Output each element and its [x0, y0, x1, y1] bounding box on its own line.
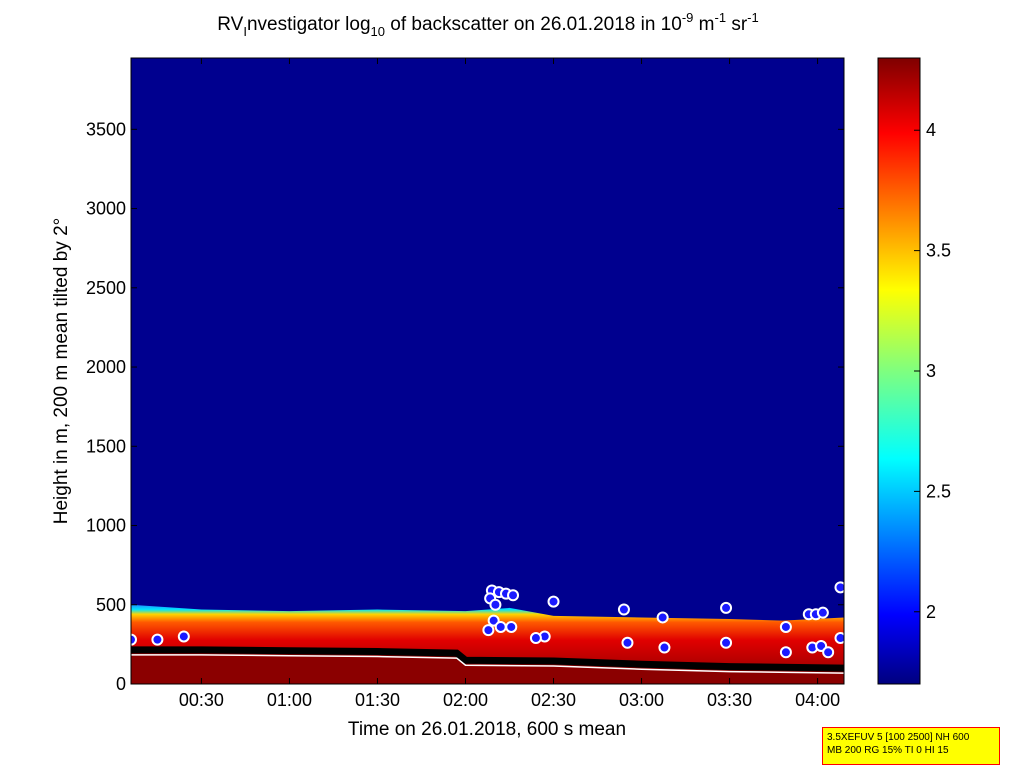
colorbar — [877, 57, 921, 685]
y-tick-label: 3500 — [86, 119, 126, 139]
cloud-marker — [507, 589, 520, 602]
x-tick-label: 03:30 — [707, 690, 752, 710]
cloud-marker — [816, 606, 829, 619]
cloud-marker — [529, 632, 542, 645]
cloud-marker — [658, 641, 671, 654]
cloud-marker — [720, 601, 733, 614]
colorbar-tick-label: 4 — [926, 120, 936, 140]
info-line-2: MB 200 RG 15% TI 0 HI 15 — [827, 745, 949, 756]
colorbar-tick-label: 3.5 — [926, 241, 951, 261]
y-tick-label: 3000 — [86, 199, 126, 219]
cloud-marker — [547, 595, 560, 608]
x-axis: 00:30 01:00 01:30 02:00 02:30 03:00 03:30 04:00 — [179, 58, 840, 710]
info-line-1: 3.5XEFUV 5 [100 2500] NH 600 — [827, 732, 970, 743]
cloud-marker — [834, 632, 844, 645]
plot-background — [131, 58, 844, 684]
cloud-marker — [834, 581, 844, 594]
x-tick-label: 02:00 — [443, 690, 488, 710]
cloud-marker — [489, 598, 502, 611]
cloud-marker — [177, 630, 190, 643]
surface-layer — [131, 649, 844, 684]
x-tick-label: 01:00 — [267, 690, 312, 710]
cloud-marker — [779, 646, 792, 659]
chart-title: RVInvestigator log10 of backscatter on 2… — [217, 10, 758, 39]
cloud-marker — [621, 636, 634, 649]
x-tick-label: 03:00 — [619, 690, 664, 710]
cloud-marker — [617, 603, 630, 616]
colorbar-tick-label: 3 — [926, 361, 936, 381]
mixed-layer-line — [131, 646, 844, 672]
x-tick-label: 00:30 — [179, 690, 224, 710]
cloud-marker — [494, 620, 507, 633]
cloud-marker — [482, 624, 495, 637]
cloud-markers — [131, 581, 844, 659]
cloud-marker — [779, 620, 792, 633]
cloud-marker — [720, 636, 733, 649]
cloud-marker — [822, 646, 835, 659]
colorbar-tick-label: 2 — [926, 602, 936, 622]
y-tick-label: 1500 — [86, 436, 126, 456]
plot-frame — [130, 57, 845, 685]
cloud-marker — [151, 633, 164, 646]
x-axis-label: Time on 26.01.2018, 600 s mean — [348, 719, 626, 740]
info-box: 3.5XEFUV 5 [100 2500] NH 600 MB 200 RG 1… — [822, 727, 1000, 765]
y-axis: 0 500 1000 1500 2000 2500 3000 3500 — [86, 119, 844, 694]
mixed-layer-edge — [131, 654, 844, 674]
x-tick-label: 01:30 — [355, 690, 400, 710]
y-axis-label: Height in m, 200 m mean tilted by 2° — [51, 218, 72, 524]
cloud-marker — [656, 611, 669, 624]
y-tick-label: 2500 — [86, 278, 126, 298]
y-tick-label: 0 — [116, 674, 126, 694]
x-tick-label: 04:00 — [795, 690, 840, 710]
colorbar-tick-label: 2.5 — [926, 481, 951, 501]
x-tick-label: 02:30 — [531, 690, 576, 710]
y-tick-label: 500 — [96, 595, 126, 615]
plot-area — [131, 58, 844, 684]
cloud-marker — [131, 633, 137, 646]
y-tick-label: 2000 — [86, 357, 126, 377]
y-tick-label: 1000 — [86, 516, 126, 536]
colorbar-axis: 2 2.5 3 3.5 4 — [914, 120, 951, 622]
cloud-marker — [505, 620, 518, 633]
